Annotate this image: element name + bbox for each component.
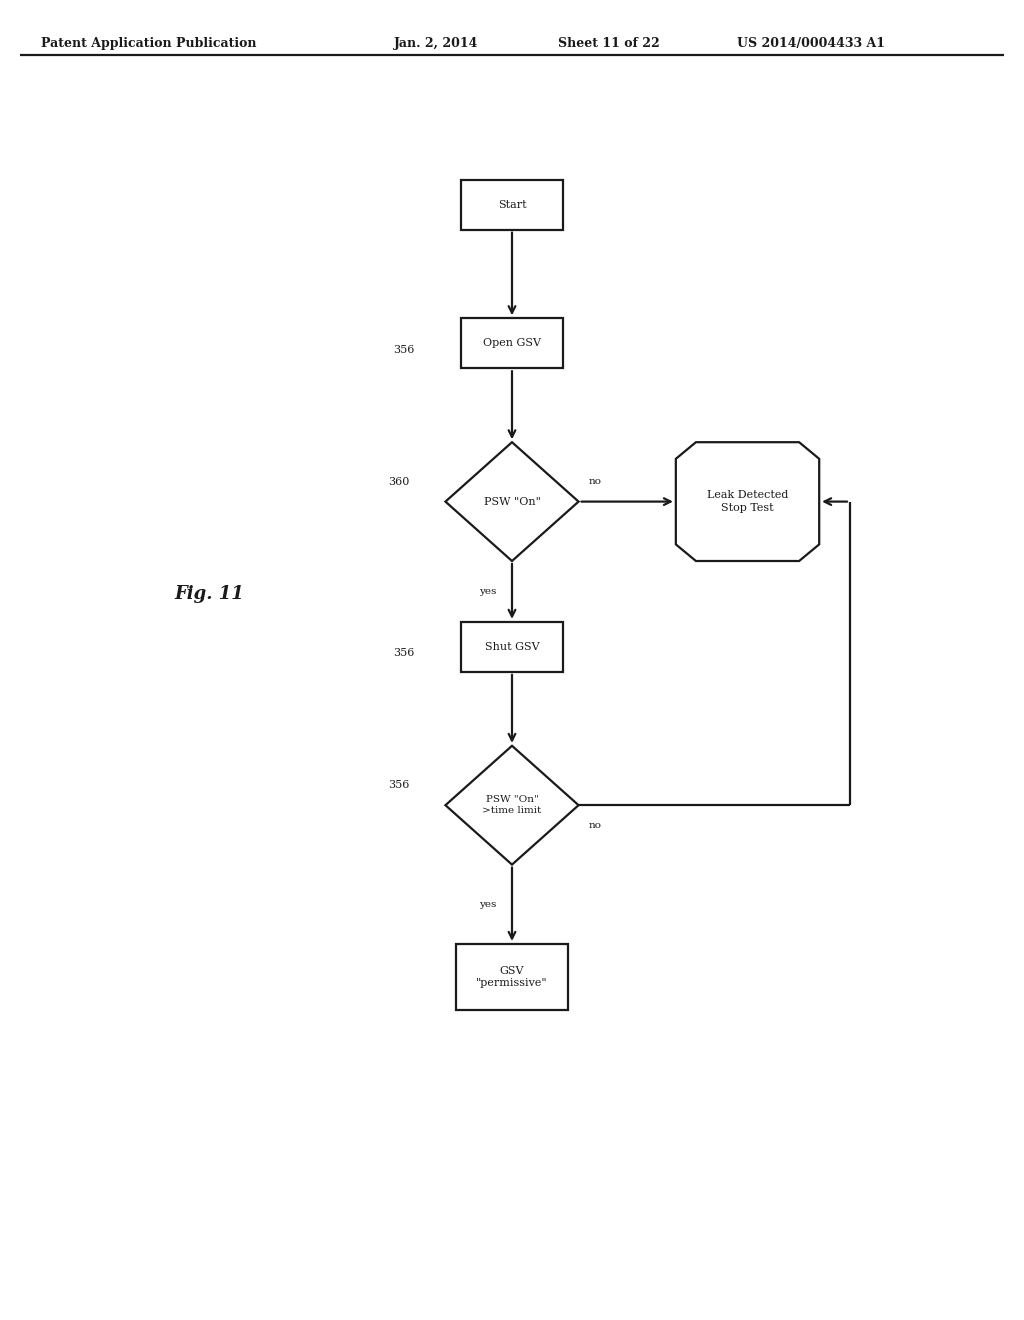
Text: 356: 356 (388, 780, 410, 791)
Text: Fig. 11: Fig. 11 (174, 585, 244, 603)
Text: 356: 356 (393, 648, 415, 659)
Text: Open GSV: Open GSV (483, 338, 541, 348)
Text: US 2014/0004433 A1: US 2014/0004433 A1 (737, 37, 886, 50)
Text: Patent Application Publication: Patent Application Publication (41, 37, 256, 50)
Text: PSW "On": PSW "On" (483, 496, 541, 507)
Text: no: no (589, 821, 602, 830)
Bar (461, 318, 563, 368)
Text: no: no (589, 477, 602, 486)
Text: Leak Detected
Stop Test: Leak Detected Stop Test (707, 491, 788, 512)
Text: 360: 360 (388, 477, 410, 487)
Text: PSW "On"
>time limit: PSW "On" >time limit (482, 795, 542, 816)
Polygon shape (676, 442, 819, 561)
Text: Start: Start (498, 199, 526, 210)
Text: Jan. 2, 2014: Jan. 2, 2014 (394, 37, 478, 50)
Text: Sheet 11 of 22: Sheet 11 of 22 (558, 37, 659, 50)
Bar (456, 944, 568, 1010)
Text: yes: yes (479, 587, 497, 595)
Bar (461, 622, 563, 672)
Text: yes: yes (479, 900, 497, 908)
Bar (461, 180, 563, 230)
Text: 356: 356 (393, 345, 415, 355)
Polygon shape (445, 442, 579, 561)
Text: Shut GSV: Shut GSV (484, 642, 540, 652)
Polygon shape (445, 746, 579, 865)
Text: GSV
"permissive": GSV "permissive" (476, 966, 548, 987)
